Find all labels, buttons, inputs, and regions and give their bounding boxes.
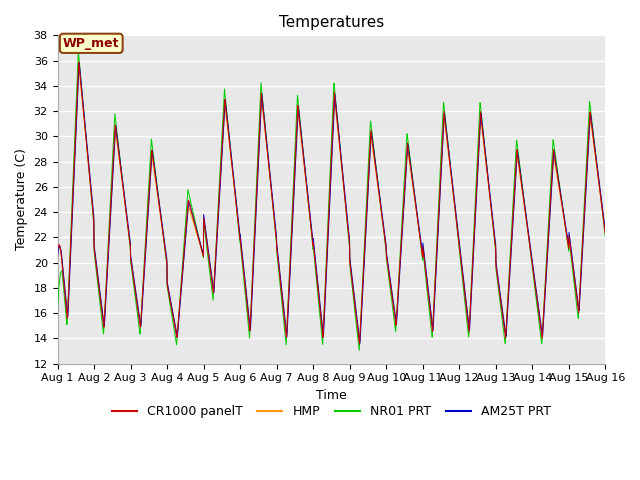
AM25T PRT (76, 60, 83, 66)
AM25T PRT (356, 340, 364, 346)
HMP (554, 175, 561, 181)
HMP (602, 230, 609, 236)
HMP (75, 65, 83, 71)
AM25T PRT (54, 253, 61, 259)
CR1000 panelT (75, 59, 83, 65)
NR01 PRT (355, 348, 363, 353)
CR1000 panelT (602, 231, 609, 237)
Title: Temperatures: Temperatures (279, 15, 384, 30)
NR01 PRT (348, 276, 355, 282)
CR1000 panelT (356, 341, 364, 347)
CR1000 panelT (554, 171, 561, 177)
HMP (207, 264, 214, 270)
Line: HMP: HMP (58, 68, 605, 341)
CR1000 panelT (54, 247, 61, 253)
NR01 PRT (360, 260, 367, 265)
AM25T PRT (207, 264, 214, 270)
NR01 PRT (602, 234, 609, 240)
CR1000 panelT (207, 268, 214, 274)
Line: CR1000 panelT: CR1000 panelT (58, 62, 605, 344)
AM25T PRT (360, 275, 367, 280)
CR1000 panelT (569, 262, 577, 267)
NR01 PRT (491, 242, 499, 248)
Line: NR01 PRT: NR01 PRT (58, 51, 605, 350)
NR01 PRT (569, 267, 577, 273)
HMP (360, 270, 367, 276)
CR1000 panelT (491, 240, 499, 245)
NR01 PRT (54, 307, 61, 312)
NR01 PRT (554, 167, 561, 172)
AM25T PRT (569, 257, 577, 263)
HMP (569, 259, 577, 264)
Text: WP_met: WP_met (63, 37, 120, 50)
AM25T PRT (491, 235, 499, 241)
CR1000 panelT (360, 266, 367, 272)
Y-axis label: Temperature (C): Temperature (C) (15, 149, 28, 251)
NR01 PRT (207, 276, 214, 282)
NR01 PRT (74, 48, 82, 54)
HMP (348, 270, 355, 276)
Legend: CR1000 panelT, HMP, NR01 PRT, AM25T PRT: CR1000 panelT, HMP, NR01 PRT, AM25T PRT (107, 400, 556, 423)
HMP (54, 253, 61, 259)
X-axis label: Time: Time (316, 389, 347, 402)
HMP (491, 238, 499, 244)
AM25T PRT (602, 228, 609, 233)
AM25T PRT (348, 268, 355, 274)
HMP (356, 338, 364, 344)
AM25T PRT (554, 169, 561, 175)
CR1000 panelT (348, 272, 355, 278)
Line: AM25T PRT: AM25T PRT (58, 63, 605, 343)
